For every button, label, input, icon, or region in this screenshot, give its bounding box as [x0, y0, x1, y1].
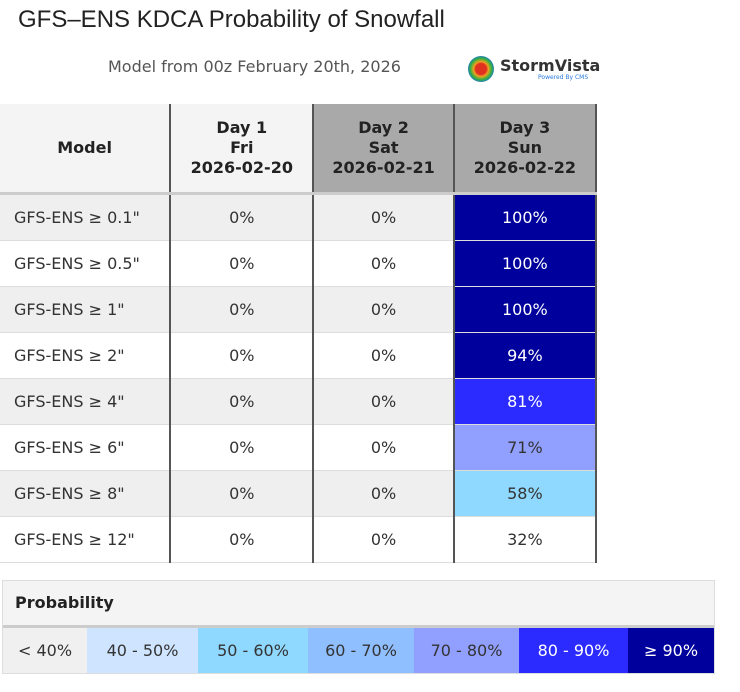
- legend-swatch: < 40%: [3, 628, 87, 673]
- probability-cell: 32%: [453, 516, 598, 563]
- probability-cell: 0%: [313, 470, 455, 517]
- probability-table: Model Day 1 Fri 2026-02-20 Day 2 Sat 2026-02-2…: [0, 104, 598, 563]
- table-row: GFS-ENS ≥ 1" 0% 0% 100%: [0, 286, 598, 333]
- probability-cell: 58%: [453, 470, 598, 517]
- row-label: GFS-ENS ≥ 12": [0, 516, 172, 563]
- probability-cell: 0%: [313, 193, 455, 241]
- header-date: 2026-02-22: [473, 158, 577, 177]
- legend-swatch: 40 - 50%: [87, 628, 198, 673]
- probability-cell: 0%: [170, 424, 315, 471]
- row-label: GFS-ENS ≥ 2": [0, 332, 172, 379]
- column-header: Day 2 Sat 2026-02-21: [313, 104, 455, 195]
- column-header: Day 3 Sun 2026-02-22: [453, 104, 598, 195]
- probability-cell: 71%: [453, 424, 598, 471]
- probability-cell: 0%: [170, 378, 315, 425]
- probability-cell: 0%: [170, 286, 315, 333]
- logo-powered-by: Powered By CMS: [538, 74, 589, 81]
- header-dow: Sat: [368, 138, 399, 157]
- probability-legend: Probability < 40% 40 - 50% 50 - 60% 60 - 70…: [2, 580, 715, 674]
- header-dow: Sun: [507, 138, 543, 157]
- probability-cell: 0%: [313, 424, 455, 471]
- legend-title: Probability: [3, 581, 714, 628]
- legend-swatch: 70 - 80%: [414, 628, 519, 673]
- probability-cell: 0%: [313, 286, 455, 333]
- stormvista-logo: StormVista Powered By CMS: [468, 54, 601, 84]
- probability-cell: 81%: [453, 378, 598, 425]
- header-date: 2026-02-21: [332, 158, 435, 177]
- legend-swatch: 60 - 70%: [308, 628, 414, 673]
- probability-cell: 0%: [170, 240, 315, 287]
- probability-cell: 100%: [453, 286, 598, 333]
- header-day: Day 1: [216, 118, 268, 137]
- probability-cell: 0%: [313, 240, 455, 287]
- logo-globe-icon: [468, 56, 494, 82]
- header-day: Model: [57, 138, 112, 157]
- header-dow: Fri: [230, 138, 254, 157]
- table-row: GFS-ENS ≥ 4" 0% 0% 81%: [0, 378, 598, 425]
- probability-cell: 0%: [170, 470, 315, 517]
- header-date: 2026-02-20: [190, 158, 293, 177]
- model-run-subtitle: Model from 00z February 20th, 2026: [108, 57, 401, 76]
- probability-cell: 0%: [313, 516, 455, 563]
- probability-cell: 0%: [170, 516, 315, 563]
- probability-cell: 100%: [453, 193, 598, 241]
- row-label: GFS-ENS ≥ 4": [0, 378, 172, 425]
- table-row: GFS-ENS ≥ 6" 0% 0% 71%: [0, 424, 598, 471]
- probability-cell: 94%: [453, 332, 598, 379]
- probability-cell: 0%: [170, 193, 315, 241]
- table-row: GFS-ENS ≥ 12" 0% 0% 32%: [0, 516, 598, 563]
- legend-swatch: 80 - 90%: [519, 628, 628, 673]
- header-day: Day 3: [499, 118, 551, 137]
- logo-name: StormVista: [500, 56, 601, 75]
- column-header: Day 1 Fri 2026-02-20: [170, 104, 315, 195]
- row-label: GFS-ENS ≥ 0.5": [0, 240, 172, 287]
- probability-cell: 0%: [170, 332, 315, 379]
- chart-title: GFS–ENS KDCA Probability of Snowfall: [18, 6, 445, 33]
- header-day: Day 2: [358, 118, 409, 137]
- row-label: GFS-ENS ≥ 6": [0, 424, 172, 471]
- legend-swatch: ≥ 90%: [628, 628, 714, 673]
- legend-swatch: 50 - 60%: [198, 628, 308, 673]
- table-row: GFS-ENS ≥ 0.1" 0% 0% 100%: [0, 193, 598, 241]
- table-row: GFS-ENS ≥ 2" 0% 0% 94%: [0, 332, 598, 379]
- probability-cell: 100%: [453, 240, 598, 287]
- probability-cell: 0%: [313, 332, 455, 379]
- column-header: Model: [0, 104, 172, 195]
- probability-cell: 0%: [313, 378, 455, 425]
- row-label: GFS-ENS ≥ 0.1": [0, 193, 172, 241]
- table-row: GFS-ENS ≥ 8" 0% 0% 58%: [0, 470, 598, 517]
- row-label: GFS-ENS ≥ 1": [0, 286, 172, 333]
- row-label: GFS-ENS ≥ 8": [0, 470, 172, 517]
- table-row: GFS-ENS ≥ 0.5" 0% 0% 100%: [0, 240, 598, 287]
